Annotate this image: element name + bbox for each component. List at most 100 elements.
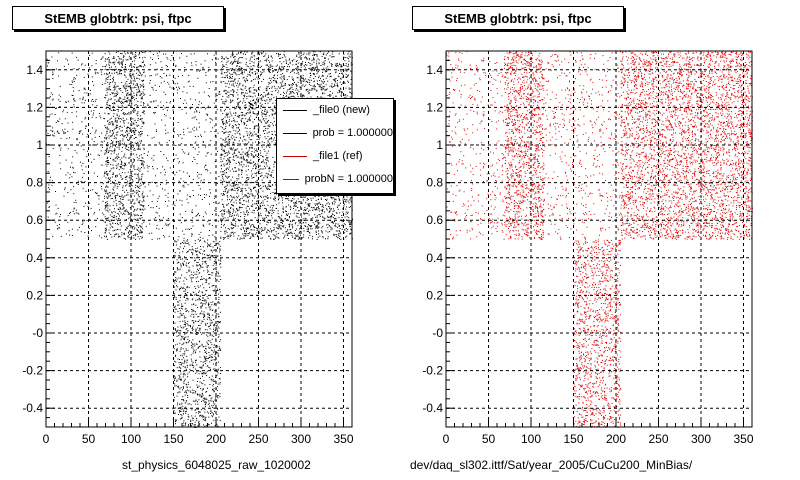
data-point <box>85 100 86 101</box>
data-point <box>192 190 193 191</box>
data-point <box>79 131 80 132</box>
data-point <box>143 148 144 149</box>
data-point <box>147 165 148 166</box>
data-point <box>203 300 204 301</box>
data-point <box>153 207 154 208</box>
data-point <box>139 238 140 239</box>
data-point <box>134 219 135 220</box>
data-point <box>150 57 151 58</box>
data-point <box>129 185 130 186</box>
data-point <box>207 343 208 344</box>
data-point <box>184 362 185 363</box>
data-point <box>154 219 155 220</box>
data-point <box>113 93 114 94</box>
data-point <box>224 103 225 104</box>
data-point <box>108 113 109 114</box>
data-point <box>107 77 108 78</box>
data-point <box>129 138 130 139</box>
data-point <box>198 325 199 326</box>
data-point <box>262 218 263 219</box>
data-point <box>75 172 76 173</box>
data-point <box>245 153 246 154</box>
data-point <box>55 108 56 109</box>
data-point <box>202 373 203 374</box>
data-point <box>187 292 188 293</box>
data-point <box>208 274 209 275</box>
data-point <box>198 321 199 322</box>
data-point <box>183 376 184 377</box>
data-point <box>180 269 181 270</box>
data-point <box>310 65 311 66</box>
data-point <box>105 135 106 136</box>
data-point <box>123 121 124 122</box>
data-point <box>84 89 85 90</box>
data-point <box>47 203 48 204</box>
data-point <box>81 181 82 182</box>
data-point <box>185 308 186 309</box>
data-point <box>111 69 112 70</box>
data-point <box>163 235 164 236</box>
data-point <box>119 143 120 144</box>
data-point <box>198 316 199 317</box>
data-point <box>119 71 120 72</box>
data-point <box>259 143 260 144</box>
data-point <box>258 198 259 199</box>
data-point <box>143 110 144 111</box>
data-point <box>137 142 138 143</box>
data-point <box>203 395 204 396</box>
data-point <box>136 73 137 74</box>
data-point <box>196 119 197 120</box>
data-point <box>113 87 114 88</box>
data-point <box>110 170 111 171</box>
data-point <box>81 64 82 65</box>
data-point <box>179 367 180 368</box>
data-point <box>206 165 207 166</box>
data-point <box>265 130 266 131</box>
data-point <box>254 148 255 149</box>
data-point <box>228 236 229 237</box>
data-point <box>209 196 210 197</box>
data-point <box>181 359 182 360</box>
data-point <box>267 215 268 216</box>
data-point <box>194 401 195 402</box>
data-point <box>197 344 198 345</box>
data-point <box>123 99 124 100</box>
data-point <box>150 64 151 65</box>
data-point <box>165 133 166 134</box>
data-point <box>132 128 133 129</box>
data-point <box>138 227 139 228</box>
data-point <box>204 384 205 385</box>
data-point <box>133 238 134 239</box>
data-point <box>191 274 192 275</box>
data-point <box>129 58 130 59</box>
data-point <box>120 140 121 141</box>
data-point <box>190 316 191 317</box>
data-point <box>117 223 118 224</box>
data-point <box>330 95 331 96</box>
data-point <box>214 290 215 291</box>
data-point <box>133 147 134 148</box>
data-point <box>222 184 223 185</box>
data-point <box>255 96 256 97</box>
data-point <box>109 69 110 70</box>
data-point <box>125 83 126 84</box>
data-point <box>253 93 254 94</box>
data-point <box>198 287 199 288</box>
data-point <box>208 95 209 96</box>
data-point <box>196 372 197 373</box>
data-point <box>143 196 144 197</box>
data-point <box>108 57 109 58</box>
data-point <box>118 56 119 57</box>
data-point <box>117 109 118 110</box>
data-point <box>144 52 145 53</box>
data-point <box>225 191 226 192</box>
data-point <box>91 111 92 112</box>
data-point <box>338 70 339 71</box>
data-point <box>196 129 197 130</box>
data-point <box>118 157 119 158</box>
data-point <box>134 159 135 160</box>
data-point <box>174 271 175 272</box>
data-point <box>268 103 269 104</box>
data-point <box>124 155 125 156</box>
data-point <box>219 328 220 329</box>
